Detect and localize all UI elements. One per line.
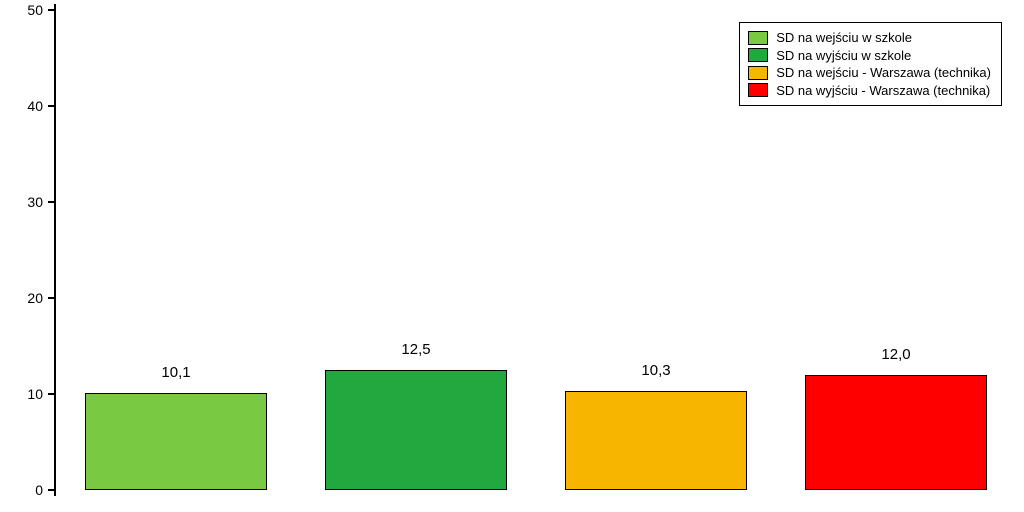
legend: SD na wejściu w szkoleSD na wyjściu w sz… [739,22,1002,106]
legend-item: SD na wejściu w szkole [748,29,991,47]
bar-value-label: 10,3 [641,362,670,379]
legend-label: SD na wyjściu - Warszawa (technika) [776,82,990,100]
bar [85,393,267,490]
legend-swatch [748,66,768,80]
bar-value-label: 12,5 [401,341,430,358]
y-tick-label: 30 [3,194,43,210]
y-axis-line [54,4,56,496]
legend-item: SD na wejściu - Warszawa (technika) [748,64,991,82]
y-tick [48,9,55,11]
y-tick-label: 20 [3,290,43,306]
y-tick-label: 40 [3,98,43,114]
y-tick [48,393,55,395]
y-tick [48,201,55,203]
legend-item: SD na wyjściu w szkole [748,47,991,65]
bar [565,391,747,490]
legend-item: SD na wyjściu - Warszawa (technika) [748,82,991,100]
y-tick [48,105,55,107]
legend-swatch [748,83,768,97]
sd-bar-chart: 0 10 20 30 40 50 10,1 12,5 10,3 12,0 SD na wejściu… [0,0,1024,512]
y-tick-label: 0 [3,482,43,498]
bar [805,375,987,490]
legend-label: SD na wejściu w szkole [776,29,912,47]
y-tick-label: 50 [3,2,43,18]
y-tick-label: 10 [3,386,43,402]
bar-value-label: 10,1 [161,364,190,381]
bar [325,370,507,490]
y-tick [48,297,55,299]
legend-label: SD na wejściu - Warszawa (technika) [776,64,991,82]
legend-label: SD na wyjściu w szkole [776,47,911,65]
legend-swatch [748,31,768,45]
legend-swatch [748,48,768,62]
bar-value-label: 12,0 [881,346,910,363]
y-tick [48,489,55,491]
